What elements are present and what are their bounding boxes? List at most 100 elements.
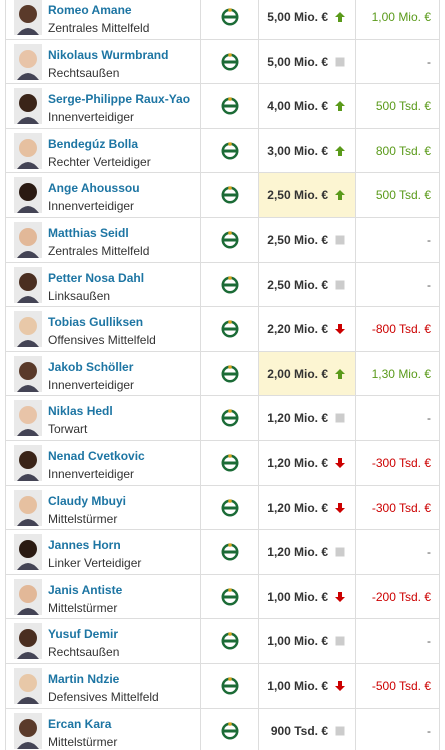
club-logo [221, 364, 239, 383]
trend-icon [335, 636, 345, 646]
player-photo [14, 578, 42, 615]
player-name[interactable]: Romeo Amane [48, 3, 132, 17]
player-photo [14, 0, 42, 35]
change-cell: 1,00 Mio. € [356, 0, 441, 39]
change-cell: -300 Tsd. € [356, 441, 441, 485]
player-position: Zentrales Mittelfeld [48, 21, 150, 35]
player-position: Torwart [48, 422, 88, 437]
player-row: Romeo Amane Zentrales Mittelfeld 5,00 Mio.… [5, 0, 440, 40]
market-value: 1,20 Mio. € [267, 456, 328, 470]
value-change: - [427, 723, 431, 738]
market-value: 2,50 Mio. € [267, 233, 328, 247]
value-cell: 2,20 Mio. € [259, 307, 356, 351]
player-photo [14, 177, 42, 214]
value-cell: 5,00 Mio. € [259, 0, 356, 39]
value-change: 500 Tsd. € [375, 188, 431, 203]
club-logo [221, 52, 239, 71]
market-value: 1,00 Mio. € [267, 679, 328, 693]
market-value: 1,00 Mio. € [267, 589, 328, 604]
club-logo [221, 141, 239, 160]
player-name[interactable]: Jakob Schöller [48, 359, 134, 374]
player-position: Innenverteidiger [48, 377, 135, 392]
player-cell: Romeo Amane Zentrales Mittelfeld [6, 0, 201, 39]
player-cell: Janis Antiste Mittelstürmer [6, 574, 201, 619]
player-name[interactable]: Serge-Philippe Raux-Yao [48, 92, 191, 107]
player-position: Rechtsaußen [48, 645, 120, 660]
club-cell [201, 530, 259, 574]
player-row: Bendegúz Bolla Rechter Verteidiger 3,00 Mi… [5, 128, 440, 174]
trend-icon [335, 101, 345, 112]
club-cell [201, 619, 259, 663]
change-cell: -200 Tsd. € [356, 575, 441, 619]
player-name[interactable]: Petter Nosa Dahl [48, 270, 145, 285]
player-photo [14, 445, 42, 481]
player-name[interactable]: Ercan Kara [48, 716, 112, 731]
player-name[interactable]: Ange Ahoussou [48, 181, 140, 196]
trend-icon [335, 57, 345, 67]
club-logo [221, 587, 239, 606]
player-cell: Nikolaus Wurmbrand Rechtsaußen [6, 39, 201, 84]
player-row: Claudy Mbuyi Mittelstürmer 1,20 Mio. € -300… [5, 485, 440, 531]
club-cell [201, 128, 259, 173]
trend-icon [335, 502, 345, 513]
player-name[interactable]: Bendegúz Bolla [48, 136, 139, 151]
player-name[interactable]: Janis Antiste [48, 582, 123, 597]
trend-icon [335, 190, 345, 201]
player-cell: Nenad Cvetkovic Innenverteidiger [6, 441, 201, 485]
player-photo [14, 88, 42, 125]
player-position: Defensives Mittelfeld [48, 690, 159, 704]
player-photo [14, 400, 42, 437]
trend-icon [335, 12, 345, 22]
player-position: Rechtsaußen [48, 65, 120, 80]
player-name[interactable]: Claudy Mbuyi [48, 493, 127, 508]
change-cell: -500 Tsd. € [356, 664, 441, 708]
player-name[interactable]: Nikolaus Wurmbrand [48, 47, 169, 62]
club-cell [201, 396, 259, 440]
market-value: 1,20 Mio. € [267, 411, 328, 426]
market-value: 1,20 Mio. € [267, 500, 328, 515]
change-cell: - [356, 263, 441, 307]
player-position: Mittelstürmer [48, 600, 118, 615]
club-cell [201, 218, 259, 262]
player-cell: Claudy Mbuyi Mittelstürmer [6, 485, 201, 530]
player-name[interactable]: Tobias Gulliksen [48, 315, 144, 330]
player-cell: Tobias Gulliksen Offensives Mittelfeld [6, 307, 201, 351]
club-logo [221, 498, 239, 517]
player-position: Mittelstürmer [48, 734, 118, 749]
player-row: Nenad Cvetkovic Innenverteidiger 1,20 Mio.… [5, 441, 440, 486]
market-value: 5,00 Mio. € [267, 10, 328, 24]
player-name[interactable]: Matthias Seidl [48, 226, 129, 240]
club-cell [201, 173, 259, 217]
player-photo [14, 266, 42, 303]
value-change: - [427, 411, 431, 426]
club-logo [221, 543, 239, 561]
player-row: Jannes Horn Linker Verteidiger 1,20 Mio. €… [5, 530, 440, 575]
market-value: 900 Tsd. € [270, 723, 328, 738]
club-logo [221, 231, 239, 249]
club-logo [221, 8, 239, 26]
market-value: 2,50 Mio. € [267, 277, 328, 292]
change-cell: 1,30 Mio. € [356, 352, 441, 396]
player-name[interactable]: Niklas Hedl [48, 404, 113, 419]
market-value: 1,00 Mio. € [267, 634, 328, 649]
player-name[interactable]: Yusuf Demir [48, 627, 119, 642]
player-name[interactable]: Jannes Horn [48, 538, 121, 553]
club-cell [201, 0, 259, 39]
value-cell: 1,00 Mio. € [259, 574, 356, 619]
player-row: Yusuf Demir Rechtsaußen 1,00 Mio. € - [5, 619, 440, 664]
player-name[interactable]: Nenad Cvetkovic [48, 449, 145, 463]
player-position: Innenverteidiger [48, 110, 135, 125]
club-logo [221, 275, 239, 294]
change-cell: 500 Tsd. € [356, 173, 441, 217]
player-name[interactable]: Martin Ndzie [48, 672, 120, 686]
player-row: Matthias Seidl Zentrales Mittelfeld 2,50 M… [5, 218, 440, 263]
market-value: 2,50 Mio. € [267, 188, 328, 203]
change-cell: - [356, 40, 441, 84]
player-row: Tobias Gulliksen Offensives Mittelfeld 2,2… [5, 307, 440, 352]
value-cell: 2,00 Mio. € [259, 351, 356, 396]
player-row: Jakob Schöller Innenverteidiger 2,00 Mio. … [5, 351, 441, 397]
player-row: Janis Antiste Mittelstürmer 1,00 Mio. € -20… [5, 574, 441, 620]
change-cell: - [356, 619, 441, 663]
player-cell: Jannes Horn Linker Verteidiger [6, 530, 201, 574]
